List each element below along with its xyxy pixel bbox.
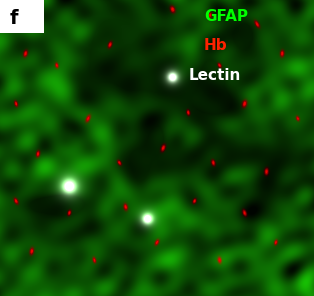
Text: f: f [9,9,18,28]
Text: GFAP: GFAP [204,9,248,24]
Text: Lectin: Lectin [188,68,241,83]
Text: Hb: Hb [204,38,228,54]
FancyBboxPatch shape [0,0,44,33]
